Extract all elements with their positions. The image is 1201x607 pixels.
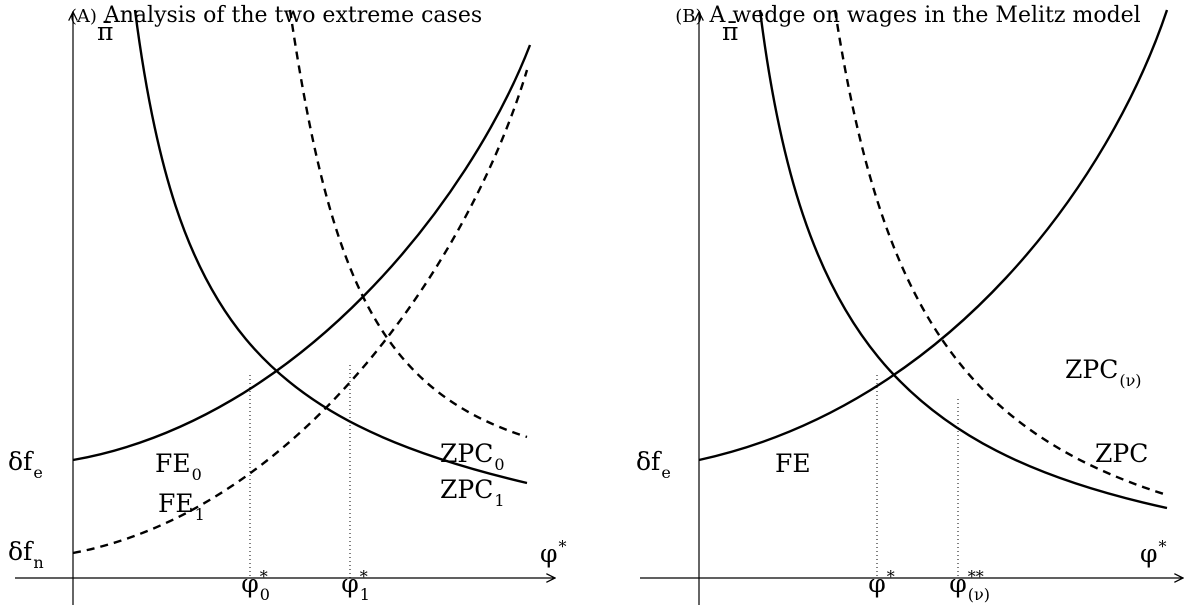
curve-label: FE 0 — [155, 449, 202, 484]
tick-label-base: φ — [341, 569, 359, 598]
y-axis-label-base: π̄ — [97, 17, 113, 46]
intercept-label-sub: e — [33, 463, 42, 482]
x-axis-label-sup: * — [1159, 537, 1167, 556]
panel-tag: (A) — [70, 6, 97, 27]
curve-label-sub: 1 — [195, 505, 205, 524]
curve-label-sub: 1 — [494, 491, 504, 510]
tick-label-sub: 0 — [260, 585, 270, 604]
curve-label-base: ZPC — [440, 439, 493, 468]
curve-label: ZPC (ν) — [1065, 355, 1142, 390]
curve-label: FE — [775, 449, 811, 478]
intercept-label-base: δf — [636, 447, 662, 476]
panel-title-text: Analysis of the two extreme cases — [97, 3, 482, 28]
panel-title: (B) A wedge on wages in the Melitz model — [675, 3, 1140, 28]
tick-label: φ * — [868, 567, 895, 598]
zpc-curve — [758, 9, 1168, 510]
tick-label-base: φ — [868, 569, 886, 598]
panel-title-text: A wedge on wages in the Melitz model — [703, 3, 1141, 28]
tick-label: φ *0 — [241, 567, 270, 604]
curve-label: FE 1 — [158, 489, 205, 524]
intercept-label-sub: n — [33, 553, 43, 572]
x-axis-label: φ * — [540, 537, 567, 568]
curve-label-base: ZPC — [1095, 439, 1148, 468]
tick-label: φ **(ν) — [949, 567, 990, 604]
curve-label-base: ZPC — [1065, 355, 1118, 384]
panel-a — [15, 9, 555, 605]
zpc1-curve — [288, 9, 528, 439]
tick-label-base: φ — [949, 569, 967, 598]
curve-label: ZPC 1 — [440, 475, 505, 510]
curve-label: ZPC 0 — [440, 439, 505, 474]
intercept-label: δf e — [8, 447, 43, 482]
panel-b — [640, 9, 1183, 605]
intercept-label-base: δf — [8, 537, 34, 566]
zpc0-curve — [133, 9, 528, 485]
intercept-label: δf e — [636, 447, 671, 482]
panel-tag: (B) — [675, 6, 702, 27]
panel-title: (A) Analysis of the two extreme cases — [70, 3, 482, 28]
x-axis-label-sup: * — [559, 537, 567, 556]
intercept-label: δf n — [8, 537, 44, 572]
curve-label: ZPC — [1095, 439, 1148, 468]
x-axis-label: φ * — [1140, 537, 1167, 568]
y-axis-label: π̄ — [97, 17, 113, 46]
tick-label-base: φ — [241, 569, 259, 598]
fe-curve — [698, 9, 1169, 462]
tick-label-sup: * — [360, 567, 368, 586]
curve-label-base: ZPC — [440, 475, 493, 504]
intercept-label-base: δf — [8, 447, 34, 476]
curve-label-sub: (ν) — [1119, 371, 1141, 390]
x-axis-label-base: φ — [540, 539, 558, 568]
y-axis-label: π̄ — [722, 17, 738, 46]
curve-label-base: FE — [158, 489, 194, 518]
fe0-curve — [72, 44, 532, 462]
tick-label-sup: * — [887, 567, 895, 586]
tick-label-sub: 1 — [360, 585, 370, 604]
curve-label-base: FE — [155, 449, 191, 478]
curve-label-sub: 0 — [192, 465, 202, 484]
tick-label: φ *1 — [341, 567, 370, 604]
tick-label-sup: * — [260, 567, 268, 586]
fe1-curve — [72, 69, 529, 555]
curve-label-sub: 0 — [494, 455, 504, 474]
tick-label-sup: ** — [968, 567, 984, 586]
intercept-label-sub: e — [661, 463, 670, 482]
y-axis-label-base: π̄ — [722, 17, 738, 46]
x-axis-label-base: φ — [1140, 539, 1158, 568]
tick-label-sub: (ν) — [968, 585, 990, 604]
curve-label-base: FE — [775, 449, 811, 478]
zpc-nu-curve — [833, 9, 1168, 497]
